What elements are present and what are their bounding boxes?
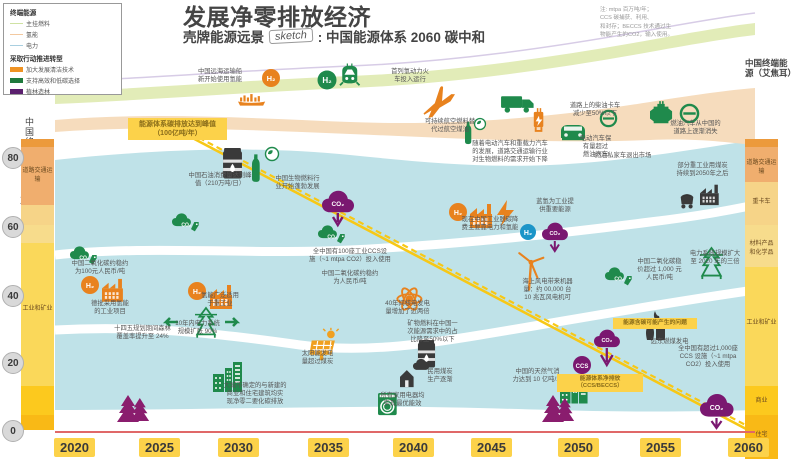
svg-text:CO₂: CO₂: [181, 223, 191, 229]
svg-text:CO₂: CO₂: [549, 231, 560, 237]
svg-text:CO₂: CO₂: [710, 405, 724, 412]
svg-text:CO₂: CO₂: [601, 338, 612, 344]
svg-text:CO₂: CO₂: [331, 201, 344, 208]
svg-text:CO₂: CO₂: [327, 235, 337, 241]
svg-text:H₂: H₂: [267, 74, 276, 83]
svg-text:H₂: H₂: [322, 76, 332, 85]
svg-text:H₂: H₂: [86, 283, 94, 290]
